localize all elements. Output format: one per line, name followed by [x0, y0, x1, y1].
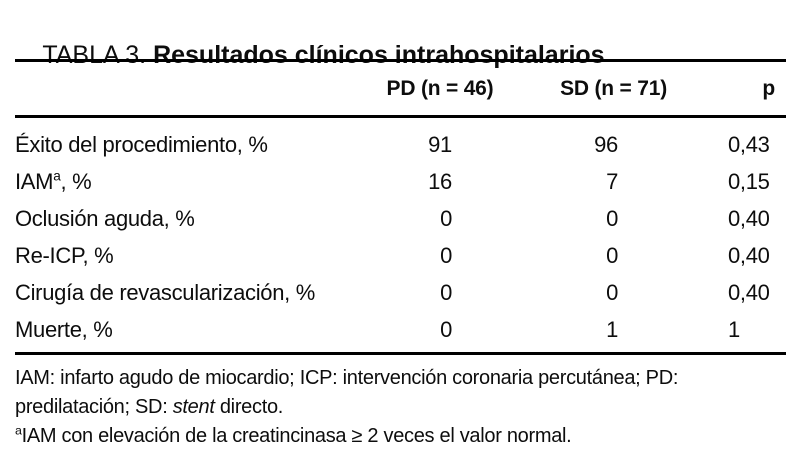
header-sd: SD (n = 71) [560, 76, 667, 100]
cell-p: 0,40 [728, 242, 770, 268]
table-footnotes: IAM: infarto agudo de miocardio; ICP: in… [15, 364, 786, 451]
row-label: IAMa, % [15, 169, 383, 195]
header-p: p [762, 76, 775, 100]
table-row: Muerte, % 0 1 1 [15, 311, 786, 348]
row-label: Éxito del procedimiento, % [15, 132, 383, 158]
table-title-text: Resultados clínicos intrahospitalarios [153, 41, 605, 69]
cell-p: 0,43 [728, 131, 770, 157]
row-label: Oclusión aguda, % [15, 206, 383, 232]
cell-sd: 1 [606, 316, 618, 342]
row-label-text: Re-ICP, % [15, 242, 114, 268]
row-label-text: Muerte, % [15, 316, 113, 342]
footnote-marker: a [15, 423, 22, 438]
row-label: Re-ICP, % [15, 243, 383, 269]
footnote-abbreviations-line1: IAM: infarto agudo de miocardio; ICP: in… [15, 367, 679, 389]
table-row: IAMa, % 16 7 0,15 [15, 163, 786, 200]
cell-sd: 0 [606, 242, 618, 268]
cell-pd: 0 [440, 242, 452, 268]
footnote-text: IAM con elevación de la creatincinasa ≥ … [21, 425, 572, 447]
row-label: Cirugía de revascularización, % [15, 280, 383, 306]
table-row: Éxito del procedimiento, % 91 96 0,43 [15, 126, 786, 163]
header-rule [15, 115, 786, 118]
footnote-superscript-a: aIAM con elevación de la creatincinasa ≥… [15, 422, 786, 451]
table-row: Re-ICP, % 0 0 0,40 [15, 237, 786, 274]
header-pd: PD (n = 46) [386, 76, 494, 100]
cell-p: 0,40 [728, 279, 770, 305]
cell-p: 0,15 [728, 168, 770, 194]
cell-pd: 91 [428, 131, 452, 157]
cell-p: 0,40 [728, 205, 770, 231]
cell-pd: 0 [440, 205, 452, 231]
footnote-abbreviations-line2: predilatación; SD: stent directo. [15, 393, 786, 422]
bottom-rule [15, 352, 786, 355]
top-rule [15, 59, 786, 62]
row-label: Muerte, % [15, 317, 383, 343]
row-label-superscript: a [53, 168, 61, 184]
row-label-text: Cirugía de revascularización, % [15, 279, 316, 305]
row-label-suffix: , % [60, 168, 92, 194]
table-body: Éxito del procedimiento, % 91 96 0,43 IA… [15, 126, 786, 348]
cell-pd: 0 [440, 279, 452, 305]
footnote-italic-term: stent [172, 396, 215, 418]
row-label-text: IAM [15, 168, 54, 194]
cell-sd: 0 [606, 205, 618, 231]
cell-sd: 7 [606, 168, 618, 194]
cell-p: 1 [728, 316, 740, 342]
footnote-text: predilatación; SD: [15, 396, 173, 418]
cell-pd: 16 [428, 168, 452, 194]
table-row: Cirugía de revascularización, % 0 0 0,40 [15, 274, 786, 311]
cell-sd: 96 [594, 131, 618, 157]
cell-sd: 0 [606, 279, 618, 305]
table-title: TABLA 3. Resultados clínicos intrahospit… [15, 10, 605, 100]
table-row: Oclusión aguda, % 0 0 0,40 [15, 200, 786, 237]
table-number: TABLA 3. [42, 41, 154, 69]
cell-pd: 0 [440, 316, 452, 342]
table-header-row: PD (n = 46) SD (n = 71) p [15, 62, 786, 115]
footnote-text: directo. [214, 396, 284, 418]
row-label-text: Éxito del procedimiento, % [15, 131, 268, 157]
row-label-text: Oclusión aguda, % [15, 205, 195, 231]
